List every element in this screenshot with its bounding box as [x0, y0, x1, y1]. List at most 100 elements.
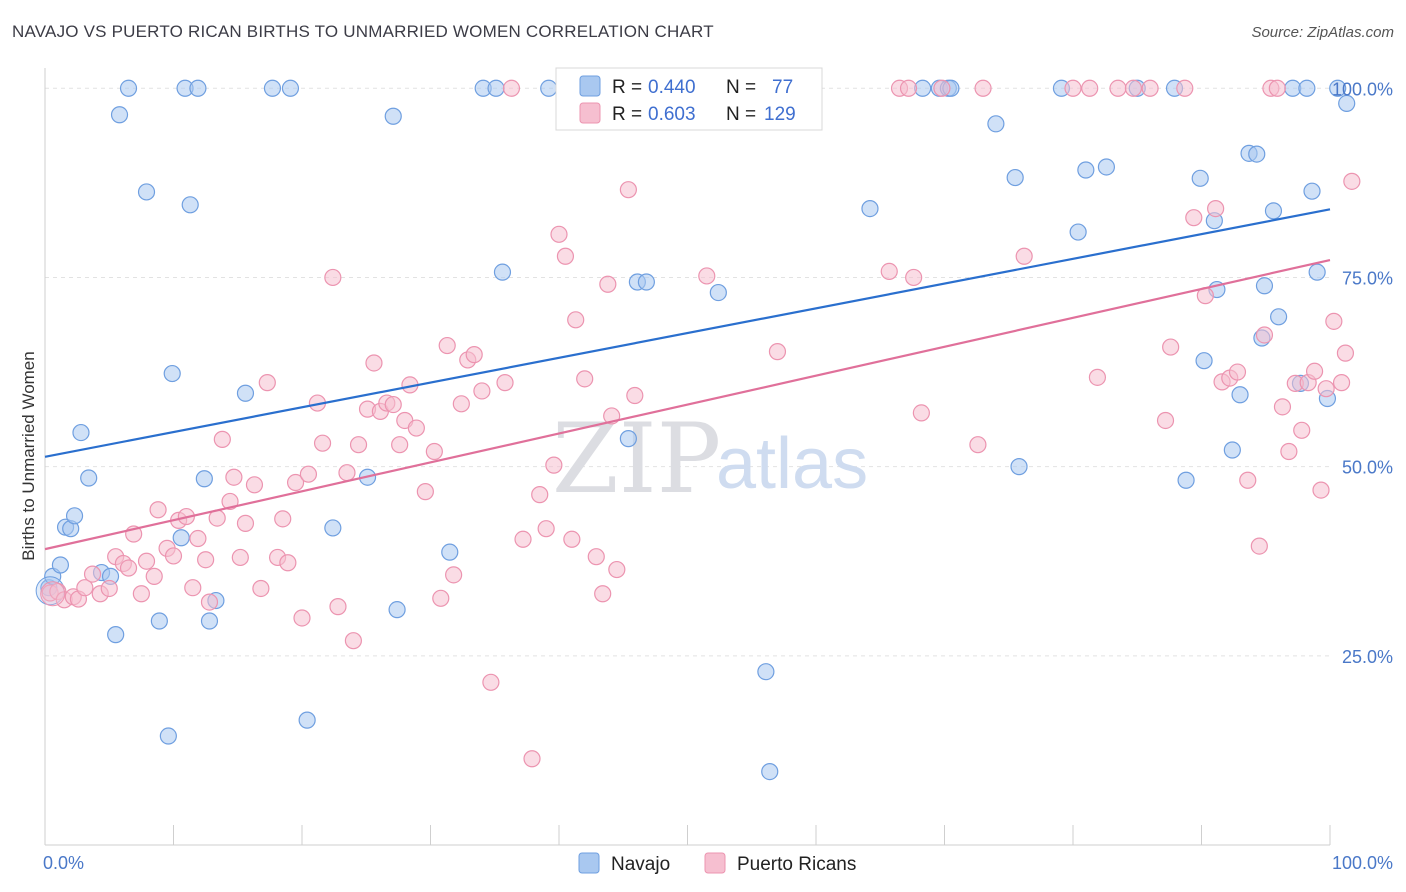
navajo-point-26 — [281, 79, 300, 97]
navajo-point-17 — [172, 529, 190, 547]
puerto-rican-point-66 — [496, 374, 514, 392]
puerto-rican-point-119 — [1293, 421, 1311, 439]
puerto-rican-point-26 — [213, 430, 231, 448]
puerto-rican-point-93 — [969, 436, 987, 454]
puerto-rican-point-41 — [313, 434, 332, 452]
navajo-point-65 — [1248, 145, 1266, 163]
puerto-rican-point-61 — [452, 395, 470, 413]
gridlines — [45, 87, 1330, 657]
puerto-rican-point-48 — [365, 354, 383, 372]
puerto-rican-point-32 — [252, 579, 270, 598]
navajo-point-43 — [861, 199, 879, 218]
navajo-trend-line — [44, 208, 1331, 458]
puerto-rican-point-51 — [384, 395, 402, 414]
navajo-point-37 — [619, 430, 637, 448]
puerto-rican-point-110 — [1228, 363, 1247, 381]
puerto-rican-point-cluster — [40, 581, 66, 607]
stats-swatch-puerto-ricans — [579, 102, 601, 124]
navajo-point-58 — [1191, 169, 1209, 187]
navajo-point-11 — [110, 106, 129, 124]
puerto-rican-point-75 — [563, 530, 581, 548]
puerto-rican-point-117 — [1280, 442, 1298, 461]
puerto-rican-point-92 — [933, 79, 951, 97]
puerto-rican-point-96 — [1064, 79, 1082, 97]
puerto-rican-point-83 — [619, 181, 637, 199]
watermark-atlas: atlas — [716, 424, 868, 504]
puerto-rican-point-14 — [137, 552, 156, 570]
y-tick-label-3: 100.0% — [1332, 79, 1393, 99]
navajo-point-10 — [107, 626, 125, 644]
y-axis-label: Births to Unmarried Women — [19, 351, 38, 560]
puerto-rican-point-74 — [556, 247, 575, 265]
navajo-point-36 — [540, 79, 558, 97]
stats-r-value-puerto-ricans: 0.603 — [648, 104, 696, 125]
navajo-point-67 — [1255, 277, 1274, 295]
legend-swatch-navajo — [578, 852, 600, 874]
puerto-rican-point-57 — [425, 442, 443, 461]
puerto-rican-point-104 — [1176, 79, 1194, 97]
legend-swatch-puerto-ricans — [704, 852, 726, 874]
navajo-point-59 — [1195, 352, 1213, 370]
puerto-rican-point-65 — [482, 673, 500, 691]
puerto-rican-point-124 — [1325, 312, 1343, 330]
puerto-rican-point-126 — [1336, 344, 1355, 362]
stats-n-value-navajo: 77 — [772, 77, 793, 98]
puerto-rican-point-91 — [912, 404, 930, 422]
puerto-rican-point-45 — [344, 632, 362, 650]
navajo-point-21 — [195, 470, 213, 488]
puerto-rican-point-13 — [132, 585, 150, 603]
puerto-rican-point-73 — [550, 225, 568, 243]
x-tick-labels: 0.0% 100.0% — [43, 853, 1393, 873]
navajo-point-74 — [1308, 263, 1326, 281]
puerto-rican-point-79 — [594, 585, 612, 603]
puerto-rican-point-78 — [587, 548, 605, 566]
puerto-rican-point-69 — [523, 750, 541, 768]
puerto-rican-point-102 — [1156, 411, 1175, 430]
navajo-point-42 — [761, 762, 779, 781]
navajo-point-54 — [1097, 158, 1116, 176]
y-tick-labels: 25.0% 50.0% 75.0% 100.0% — [1332, 79, 1393, 667]
watermark: ZIP atlas — [552, 403, 868, 515]
stats-swatch-navajo — [579, 75, 601, 97]
puerto-rican-point-64 — [473, 382, 491, 400]
puerto-rican-point-68 — [514, 530, 532, 548]
puerto-rican-point-122 — [1312, 481, 1330, 499]
navajo-point-53 — [1077, 161, 1095, 179]
puerto-rican-point-100 — [1124, 79, 1142, 97]
navajo-point-13 — [137, 183, 156, 201]
puerto-rican-point-36 — [279, 554, 297, 572]
navajo-point-72 — [1298, 79, 1316, 97]
puerto-rican-point-42 — [324, 268, 342, 287]
puerto-rican-point-30 — [236, 514, 255, 532]
puerto-rican-point-15 — [145, 567, 163, 585]
puerto-rican-point-115 — [1268, 79, 1286, 97]
navajo-point-7 — [80, 469, 98, 487]
puerto-rican-point-84 — [626, 386, 644, 405]
puerto-rican-point-94 — [974, 79, 992, 97]
navajo-point-40 — [709, 283, 727, 302]
puerto-rican-point-89 — [899, 79, 918, 97]
puerto-rican-point-95 — [1015, 247, 1033, 265]
navajo-point-41 — [757, 663, 775, 681]
source-label: Source: ZipAtlas.com — [1251, 24, 1394, 41]
navajo-point-69 — [1269, 308, 1288, 326]
navajo-point-5 — [65, 507, 84, 525]
puerto-rican-point-70 — [531, 486, 549, 504]
puerto-rican-point-123 — [1317, 380, 1335, 398]
navajo-point-32 — [441, 543, 459, 561]
puerto-rican-point-46 — [349, 436, 368, 454]
y-tick-label-2: 75.0% — [1342, 268, 1393, 288]
puerto-rican-point-28 — [225, 468, 243, 486]
puerto-rican-point-77 — [576, 370, 594, 388]
watermark-zip: ZIP — [552, 403, 721, 515]
puerto-rican-point-38 — [293, 609, 311, 627]
puerto-rican-point-85 — [698, 267, 716, 285]
puerto-rican-point-113 — [1255, 326, 1274, 344]
puerto-rican-point-21 — [184, 579, 202, 597]
puerto-rican-point-97 — [1081, 79, 1099, 97]
puerto-rican-point-99 — [1109, 79, 1127, 97]
navajo-point-62 — [1223, 441, 1241, 459]
puerto-rican-point-37 — [286, 473, 305, 492]
navajo-point-12 — [119, 79, 138, 97]
stats-n-label-navajo: N = — [726, 77, 756, 98]
